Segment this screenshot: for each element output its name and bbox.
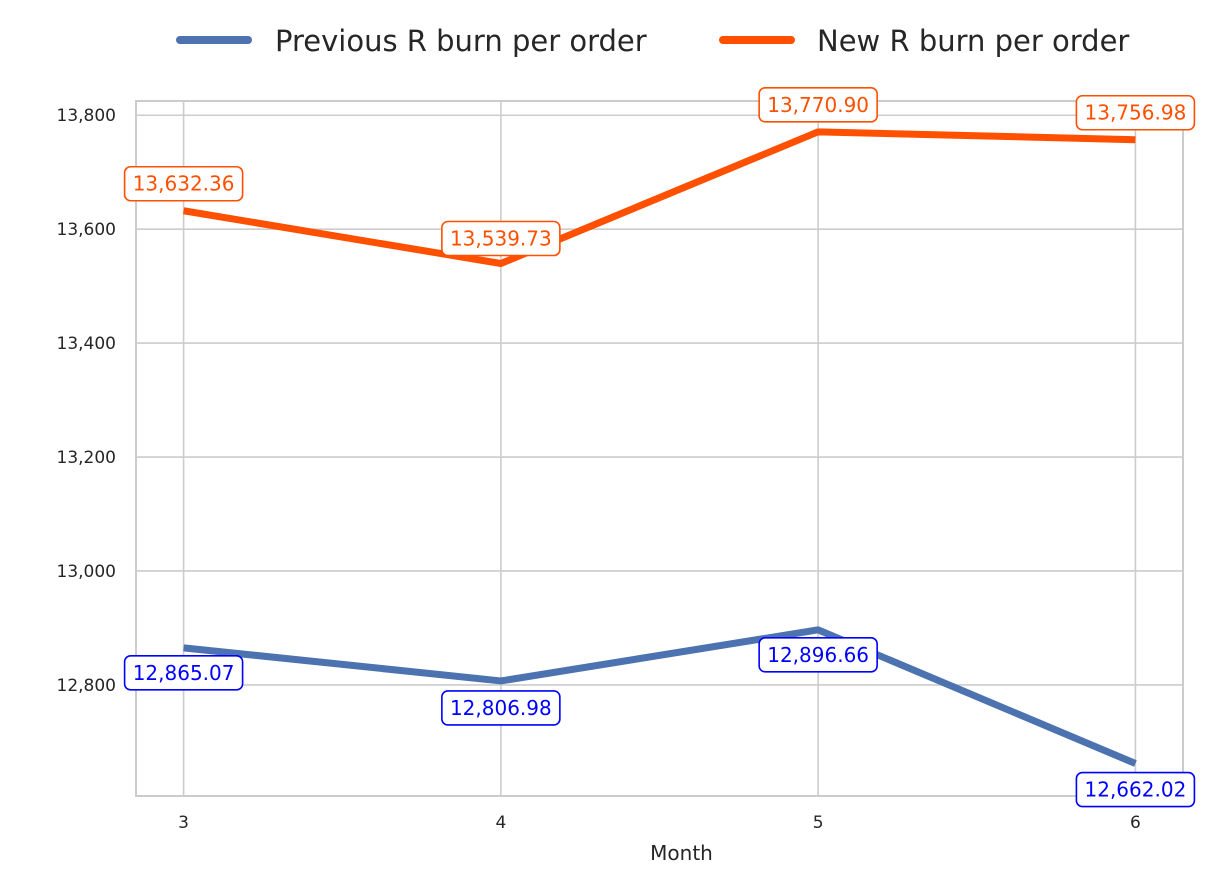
x-tick-label: 5	[813, 813, 824, 833]
x-tick-label: 6	[1130, 813, 1141, 833]
data-label-box	[1075, 771, 1196, 808]
data-label-text: 13,632.36	[133, 172, 235, 196]
legend-label: Previous R burn per order	[275, 24, 647, 58]
data-label-box	[441, 690, 561, 726]
y-tick-label: 13,800	[57, 106, 116, 126]
data-label: 12,806.98	[441, 690, 561, 726]
series-line	[183, 128, 1136, 268]
data-label-box	[123, 655, 244, 691]
data-label: 13,770.90	[758, 87, 878, 123]
data-label-box	[123, 165, 244, 202]
y-tick-label: 13,400	[57, 334, 116, 354]
legend-label: New R burn per order	[817, 24, 1129, 58]
data-label-text: 12,662.02	[1085, 778, 1187, 802]
data-label-text: 12,896.66	[767, 643, 869, 667]
legend[interactable]: Previous R burn per order New R burn per …	[176, 24, 1129, 58]
y-axis-ticks: 12,800 13,000 13,200 13,400 13,600 13,800	[57, 106, 116, 696]
y-tick-label: 13,200	[57, 448, 116, 468]
series-line	[183, 626, 1137, 767]
data-label: 12,662.02	[1075, 771, 1196, 808]
data-label: 13,539.73	[441, 220, 561, 257]
legend-item[interactable]: Previous R burn per order	[176, 24, 647, 58]
plot-area-frame	[135, 100, 1184, 797]
data-label: 12,896.66	[758, 637, 878, 673]
grid-lines	[136, 101, 1183, 796]
data-label-box	[441, 220, 561, 257]
data-label-text: 13,756.98	[1085, 101, 1187, 125]
data-label: 12,865.07	[123, 655, 244, 691]
x-axis-ticks: 3 4 5 6	[178, 813, 1141, 833]
x-tick-label: 4	[495, 813, 506, 833]
x-axis-title: Month	[650, 841, 713, 865]
data-label-text: 12,806.98	[450, 696, 552, 720]
y-tick-label: 13,600	[57, 220, 116, 240]
data-label-box	[758, 637, 878, 673]
data-label-box	[1075, 94, 1196, 131]
y-tick-label: 12,800	[57, 676, 116, 696]
y-tick-label: 13,000	[57, 562, 116, 582]
series-layer	[183, 128, 1137, 767]
data-label-box	[758, 87, 878, 123]
legend-item[interactable]: New R burn per order	[719, 24, 1129, 58]
x-tick-label: 3	[178, 813, 189, 833]
data-labels: 12,865.07 12,806.98 12,896.66 12,662.02 13,6…	[123, 87, 1196, 808]
data-label-text: 12,865.07	[133, 661, 235, 685]
data-label: 13,632.36	[123, 165, 244, 202]
data-label-text: 13,770.90	[767, 93, 869, 117]
data-label-text: 13,539.73	[450, 227, 552, 251]
data-label: 13,756.98	[1075, 94, 1196, 131]
